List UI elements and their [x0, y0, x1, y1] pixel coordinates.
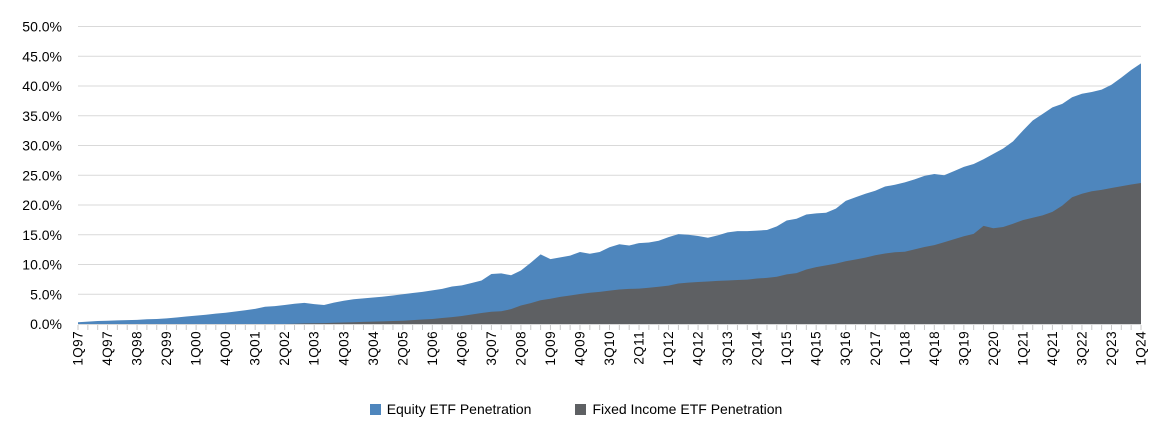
y-axis-tick-label: 15.0%: [22, 227, 62, 243]
x-axis-tick-label: 3Q22: [1074, 331, 1089, 366]
x-axis-tick-label: 2Q02: [277, 331, 292, 366]
legend-item-fixed-income: Fixed Income ETF Penetration: [575, 402, 782, 416]
x-axis-tick-label: 4Q03: [336, 331, 351, 366]
x-axis-tick-label: 2Q23: [1104, 331, 1119, 366]
x-axis-tick-label: 2Q20: [986, 331, 1001, 366]
x-axis-tick-label: 1Q15: [779, 331, 794, 366]
y-axis-tick-label: 20.0%: [22, 197, 62, 213]
fixed-income-area: [78, 182, 1141, 324]
legend-label-equity: Equity ETF Penetration: [386, 401, 532, 417]
y-axis-tick-label: 10.0%: [22, 257, 62, 273]
gridlines: [78, 26, 1141, 325]
y-axis-tick-label: 45.0%: [22, 48, 62, 64]
x-axis-tick-label: 4Q12: [691, 331, 706, 366]
legend-label-fixed-income: Fixed Income ETF Penetration: [592, 401, 783, 417]
legend-swatch-equity: [369, 403, 381, 415]
x-axis-tick-label: 2Q05: [395, 331, 410, 366]
x-axis-tick-label: 3Q98: [130, 331, 145, 366]
x-axis-tick-label: 1Q18: [897, 331, 912, 366]
x-axis-tick-label: 1Q12: [661, 331, 676, 366]
x-axis-tick-label: 1Q06: [425, 331, 440, 366]
x-axis-tick-label: 3Q07: [484, 331, 499, 366]
x-axis-tick-label: 3Q16: [838, 331, 853, 366]
x-axis-tick-label: 3Q01: [248, 331, 263, 366]
x-axis-tick-label: 1Q00: [189, 331, 204, 366]
x-axis-tick-label: 1Q97: [71, 331, 86, 366]
legend-swatch-fixed-income: [575, 403, 587, 415]
x-axis-tick-label: 2Q17: [868, 331, 883, 366]
x-axis-labels: 1Q97 4Q97 3Q98 2Q99 1Q00 4Q00 3Q01 2Q02 1Q03 4Q03…: [71, 331, 1149, 366]
x-axis-tick-label: 2Q99: [159, 331, 174, 366]
x-axis-tick-label: 4Q09: [572, 331, 587, 366]
x-axis-ticks: [77, 325, 1142, 330]
y-axis-tick-label: 35.0%: [22, 108, 62, 124]
y-axis-tick-label: 0.0%: [30, 316, 62, 332]
x-axis-tick-label: 1Q24: [1134, 331, 1149, 366]
y-axis-tick-label: 40.0%: [22, 78, 62, 94]
y-axis-labels: 0.0% 5.0% 10.0% 15.0% 20.0% 25.0% 30.0% 35.0% 40…: [22, 19, 62, 333]
chart-legend: Equity ETF Penetration Fixed Income ETF …: [0, 402, 1152, 416]
x-axis-tick-label: 1Q03: [307, 331, 322, 366]
y-axis-tick-label: 50.0%: [22, 19, 62, 35]
x-axis-tick-label: 4Q00: [218, 331, 233, 366]
x-axis-tick-label: 1Q21: [1015, 331, 1030, 366]
x-axis-tick-label: 2Q14: [750, 331, 765, 366]
etf-penetration-area-chart: 0.0% 5.0% 10.0% 15.0% 20.0% 25.0% 30.0% 35.0% 40…: [22, 19, 1149, 366]
x-axis-tick-label: 1Q09: [543, 331, 558, 366]
x-axis-tick-label: 3Q04: [366, 331, 381, 366]
legend-item-equity: Equity ETF Penetration: [369, 401, 532, 417]
x-axis-tick-label: 2Q08: [513, 331, 528, 366]
x-axis-tick-label: 4Q15: [809, 331, 824, 366]
x-axis-tick-label: 4Q21: [1045, 331, 1060, 366]
x-axis-tick-label: 3Q19: [956, 331, 971, 366]
x-axis-tick-label: 2Q11: [632, 331, 647, 365]
y-axis-tick-label: 30.0%: [22, 138, 62, 154]
x-axis-tick-label: 3Q10: [602, 331, 617, 366]
x-axis-tick-label: 4Q18: [927, 331, 942, 366]
plot-area: [78, 63, 1141, 324]
x-axis-tick-label: 3Q13: [720, 331, 735, 366]
x-axis-tick-label: 4Q97: [100, 331, 115, 366]
x-axis-tick-label: 4Q06: [454, 331, 469, 366]
y-axis-tick-label: 5.0%: [30, 286, 62, 302]
y-axis-tick-label: 25.0%: [22, 167, 62, 183]
